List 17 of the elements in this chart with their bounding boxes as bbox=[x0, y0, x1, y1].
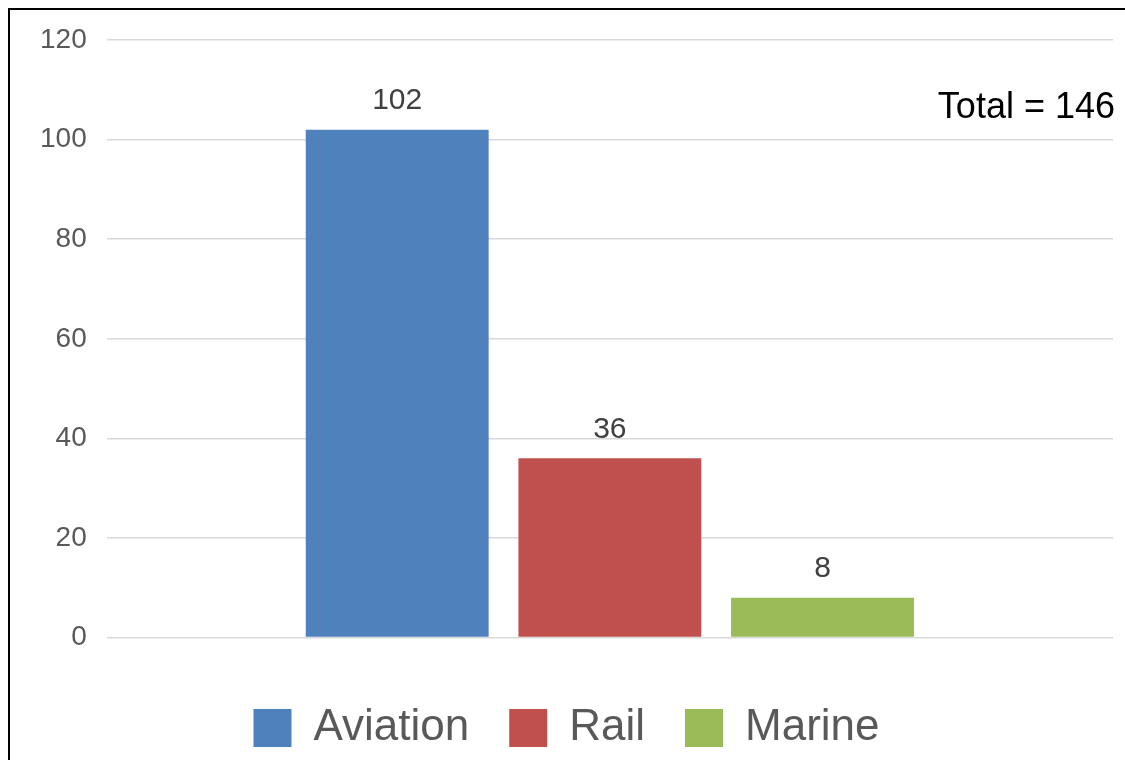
y-tick-label: 80 bbox=[55, 221, 87, 253]
bar bbox=[518, 458, 702, 637]
data-label: 36 bbox=[593, 410, 627, 444]
bar bbox=[305, 129, 489, 637]
y-tick-label: 100 bbox=[40, 122, 87, 154]
y-tick-label: 120 bbox=[40, 22, 87, 54]
data-label: 8 bbox=[814, 550, 831, 584]
bar bbox=[731, 597, 914, 637]
y-tick-label: 0 bbox=[71, 620, 87, 652]
legend-label: Marine bbox=[745, 700, 880, 750]
annotation: Total = 146 bbox=[937, 84, 1115, 126]
y-tick-label: 60 bbox=[55, 321, 87, 353]
legend-label: Aviation bbox=[313, 700, 470, 750]
legend-label: Rail bbox=[569, 700, 646, 750]
data-label: 102 bbox=[372, 81, 423, 115]
y-tick-label: 40 bbox=[55, 421, 87, 453]
y-tick-label: 20 bbox=[55, 520, 87, 552]
